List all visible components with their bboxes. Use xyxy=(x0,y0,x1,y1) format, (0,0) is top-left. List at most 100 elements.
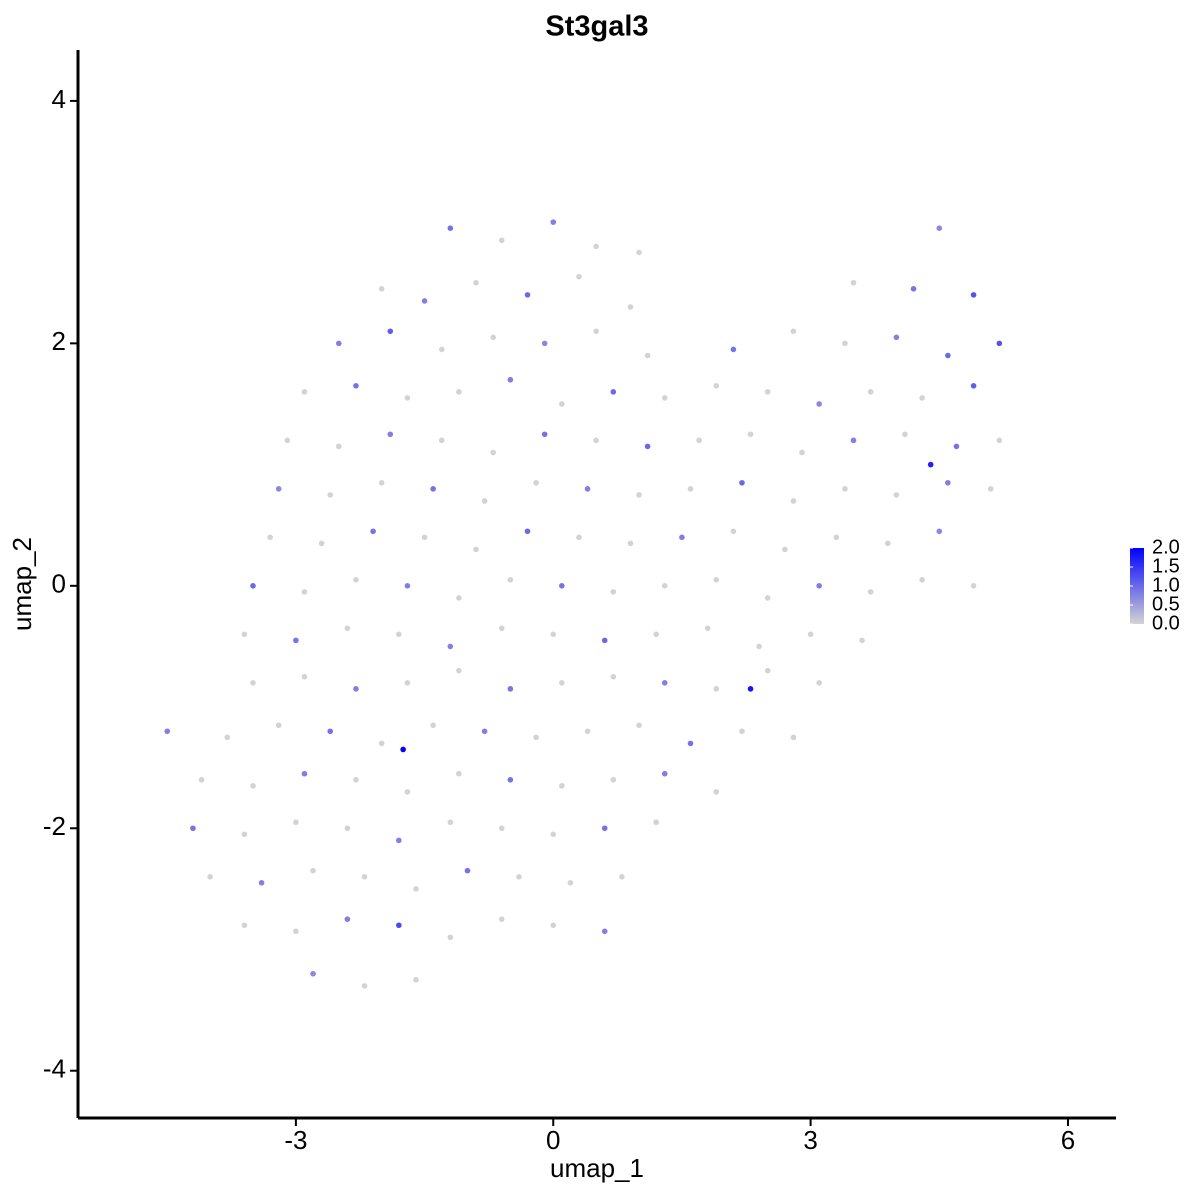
point xyxy=(387,431,394,438)
x-tick-label: 3 xyxy=(803,1125,817,1155)
point xyxy=(481,728,488,735)
point xyxy=(619,873,625,880)
x-axis-label: umap_1 xyxy=(550,1153,644,1183)
point xyxy=(661,679,668,686)
point xyxy=(400,746,406,753)
point xyxy=(550,922,557,929)
point xyxy=(739,479,745,486)
x-tick-label: -3 xyxy=(284,1125,307,1155)
x-tick-label: 6 xyxy=(1061,1125,1075,1155)
y-tick-label: 2 xyxy=(52,326,66,356)
colorbar-label: 1.5 xyxy=(1152,555,1180,577)
point xyxy=(644,443,651,450)
point xyxy=(344,916,351,922)
point xyxy=(970,382,977,389)
point xyxy=(601,825,608,832)
point xyxy=(224,734,231,741)
point xyxy=(301,389,308,395)
point xyxy=(636,492,642,498)
point xyxy=(584,728,591,735)
point xyxy=(378,479,385,486)
point xyxy=(790,328,797,335)
point xyxy=(919,395,925,401)
point xyxy=(301,673,308,680)
point xyxy=(481,498,488,504)
point xyxy=(378,740,385,747)
y-axis-label: umap_2 xyxy=(7,537,37,631)
point xyxy=(413,886,419,892)
point xyxy=(361,873,368,880)
point xyxy=(893,334,900,341)
colorbar xyxy=(1130,548,1144,624)
point xyxy=(756,643,762,650)
point xyxy=(713,686,720,692)
point xyxy=(936,225,943,232)
point xyxy=(498,237,505,244)
y-tick-label: -2 xyxy=(43,811,66,841)
point xyxy=(524,528,531,535)
point xyxy=(430,486,436,492)
point xyxy=(945,352,951,359)
point xyxy=(550,219,557,225)
point xyxy=(258,880,265,886)
point xyxy=(842,340,848,347)
point xyxy=(601,928,608,935)
point xyxy=(241,631,248,638)
point xyxy=(404,789,411,795)
y-tick-label: -4 xyxy=(43,1054,66,1084)
point xyxy=(610,589,617,595)
point xyxy=(353,686,359,692)
point xyxy=(550,831,557,838)
point xyxy=(421,534,428,541)
point xyxy=(550,631,557,638)
point xyxy=(627,540,634,547)
point xyxy=(559,401,565,407)
point xyxy=(816,401,822,407)
point xyxy=(610,389,617,395)
point xyxy=(507,576,514,583)
point xyxy=(567,880,574,886)
point xyxy=(498,916,505,922)
point xyxy=(902,431,908,438)
point xyxy=(739,728,745,735)
point xyxy=(747,431,754,438)
point xyxy=(987,486,994,492)
point xyxy=(679,534,685,541)
point xyxy=(335,340,342,347)
point xyxy=(404,395,411,401)
point xyxy=(747,686,754,692)
point xyxy=(704,625,711,632)
point xyxy=(275,722,282,729)
point xyxy=(447,225,454,232)
point xyxy=(404,679,411,686)
colorbar-label: 2.0 xyxy=(1152,536,1180,558)
point xyxy=(404,583,411,589)
point xyxy=(327,728,334,735)
point xyxy=(661,770,668,777)
point xyxy=(370,528,376,535)
point xyxy=(953,443,960,450)
point xyxy=(310,867,316,874)
point xyxy=(490,334,497,341)
point xyxy=(893,492,900,498)
point xyxy=(190,825,196,832)
point xyxy=(730,346,737,353)
point xyxy=(396,631,402,638)
point xyxy=(713,789,720,795)
point xyxy=(335,443,342,450)
point xyxy=(164,728,171,735)
point xyxy=(610,673,617,680)
point xyxy=(241,922,248,929)
point xyxy=(430,722,436,729)
point xyxy=(730,528,737,535)
point xyxy=(687,740,694,747)
point xyxy=(207,873,213,880)
point xyxy=(833,534,840,541)
point xyxy=(456,389,462,395)
point xyxy=(447,819,454,826)
point xyxy=(438,437,445,444)
point xyxy=(507,776,514,783)
point xyxy=(250,679,256,686)
point xyxy=(447,934,454,941)
point xyxy=(344,625,351,632)
